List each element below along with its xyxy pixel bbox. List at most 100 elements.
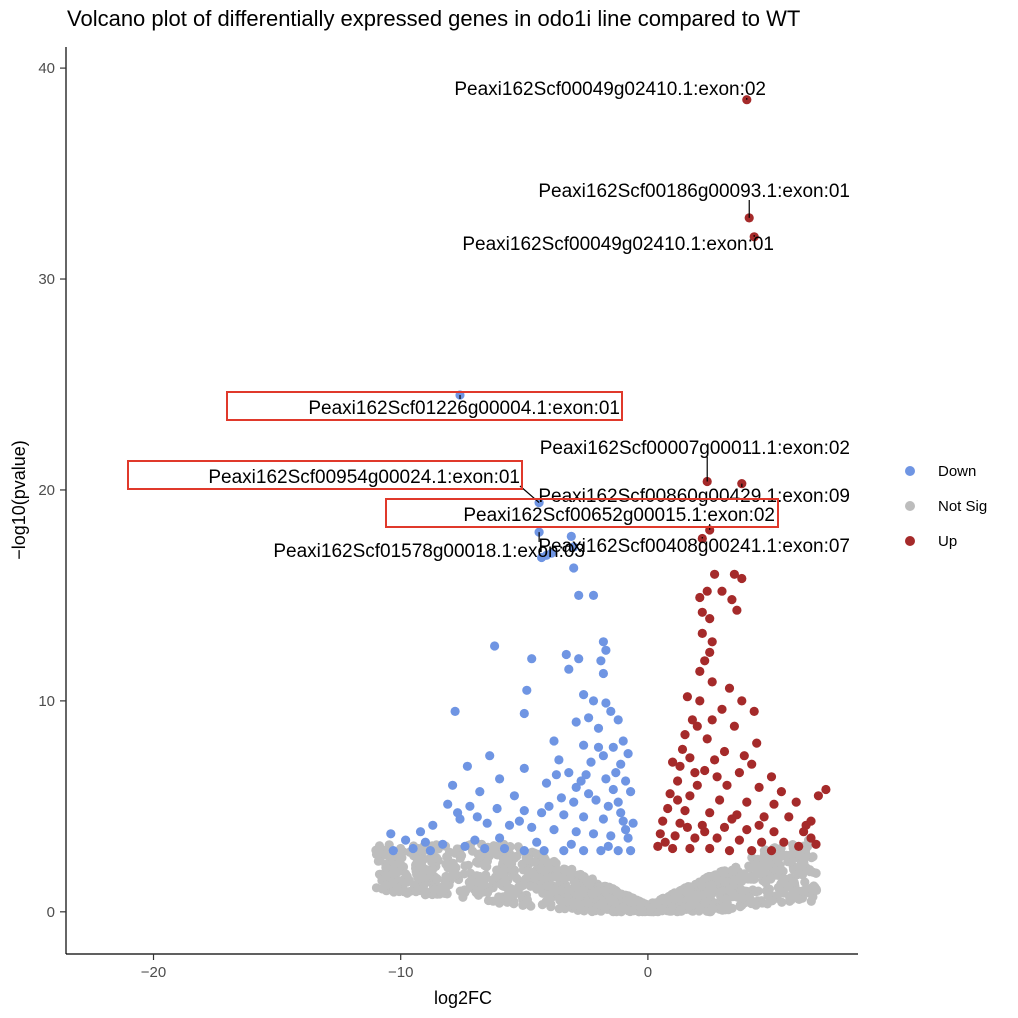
data-point xyxy=(722,780,732,790)
data-point xyxy=(791,797,801,807)
data-point xyxy=(569,563,579,573)
not-sig-point xyxy=(811,868,821,878)
data-point xyxy=(668,843,678,854)
not-sig-point xyxy=(781,850,792,860)
data-point xyxy=(813,791,824,801)
data-point xyxy=(621,825,631,835)
not-sig-point xyxy=(797,870,808,880)
gene-label: Peaxi162Scf00954g00024.1:exon:01 xyxy=(208,467,520,488)
data-point xyxy=(754,782,764,793)
gene-label-group: Peaxi162Scf00652g00015.1:exon:02 xyxy=(385,498,779,531)
not-sig-point xyxy=(423,865,433,875)
not-sig-point xyxy=(710,870,721,880)
not-sig-point xyxy=(569,877,579,887)
not-sig-point xyxy=(549,856,559,867)
not-sig-point xyxy=(522,895,533,905)
not-sig-point xyxy=(480,874,490,884)
not-sig-point xyxy=(425,853,435,864)
not-sig-point xyxy=(413,873,423,883)
gene-label: Peaxi162Scf00186g00093.1:exon:01 xyxy=(538,181,850,202)
series-down xyxy=(386,390,638,856)
data-point xyxy=(596,846,606,856)
not-sig-point xyxy=(432,853,442,863)
data-point xyxy=(606,706,616,717)
not-sig-point xyxy=(444,847,455,857)
not-sig-point xyxy=(487,846,497,856)
data-point xyxy=(628,818,638,828)
not-sig-point xyxy=(791,886,801,896)
not-sig-point xyxy=(759,867,770,877)
not-sig-point xyxy=(684,901,694,912)
data-point xyxy=(443,799,453,809)
not-sig-point xyxy=(781,874,791,885)
data-point xyxy=(752,738,762,748)
data-point xyxy=(460,841,470,852)
data-point xyxy=(623,749,633,759)
legend-label: Not Sig xyxy=(938,498,987,515)
not-sig-point xyxy=(707,880,717,890)
data-point xyxy=(588,696,599,706)
y-axis-title: −log10(pvalue) xyxy=(9,440,29,560)
not-sig-point xyxy=(707,903,717,913)
data-point xyxy=(673,795,683,805)
y-tick-label: 10 xyxy=(38,693,55,710)
data-point xyxy=(472,812,482,822)
data-point xyxy=(705,843,715,854)
data-point xyxy=(737,696,747,706)
data-point xyxy=(687,715,698,725)
not-sig-point xyxy=(483,887,493,898)
data-point xyxy=(571,827,581,837)
data-point xyxy=(593,723,604,733)
data-point xyxy=(680,730,690,740)
data-point xyxy=(593,742,604,752)
gene-label: Peaxi162Scf01578g00018.1:exon:03 xyxy=(273,541,585,562)
data-point xyxy=(682,822,693,833)
not-sig-point xyxy=(562,896,572,907)
not-sig-point xyxy=(801,884,811,894)
data-point xyxy=(564,768,574,778)
data-point xyxy=(717,704,727,714)
data-point xyxy=(522,685,532,695)
data-point xyxy=(626,846,636,856)
not-sig-point xyxy=(483,895,494,906)
not-sig-point xyxy=(531,872,541,882)
data-point xyxy=(480,843,490,854)
data-point xyxy=(700,656,710,666)
data-point xyxy=(621,776,631,786)
data-point xyxy=(598,668,609,679)
not-sig-point xyxy=(737,893,748,903)
not-sig-point xyxy=(441,859,451,869)
not-sig-point xyxy=(555,895,565,905)
data-point xyxy=(579,740,589,750)
not-sig-point xyxy=(393,867,403,877)
data-point xyxy=(415,827,426,837)
not-sig-point xyxy=(552,865,562,875)
not-sig-point xyxy=(759,846,769,856)
data-point xyxy=(685,753,695,763)
data-point xyxy=(608,742,618,752)
not-sig-point xyxy=(764,859,775,869)
not-sig-point xyxy=(394,852,404,863)
gene-label-group: Peaxi162Scf00860g00429.1:exon:09 xyxy=(538,483,850,507)
not-sig-point xyxy=(666,906,676,916)
data-point xyxy=(551,770,562,780)
not-sig-point xyxy=(722,877,732,887)
not-sig-point xyxy=(622,895,632,906)
not-sig-point xyxy=(675,886,685,896)
data-point xyxy=(574,590,584,601)
not-sig-point xyxy=(490,872,501,882)
data-point xyxy=(794,841,804,852)
not-sig-point xyxy=(375,843,385,853)
x-tick-label: −20 xyxy=(141,964,166,981)
not-sig-point xyxy=(567,864,577,875)
plot-area: Peaxi162Scf00049g02410.1:exon:02 Peaxi162… xyxy=(127,79,850,917)
data-point xyxy=(618,736,628,746)
data-point xyxy=(495,774,505,784)
not-sig-point xyxy=(751,887,761,897)
data-point xyxy=(450,706,460,717)
data-points xyxy=(386,95,831,856)
not-sig-point xyxy=(632,896,642,906)
data-point xyxy=(401,835,411,845)
data-point xyxy=(616,759,626,769)
